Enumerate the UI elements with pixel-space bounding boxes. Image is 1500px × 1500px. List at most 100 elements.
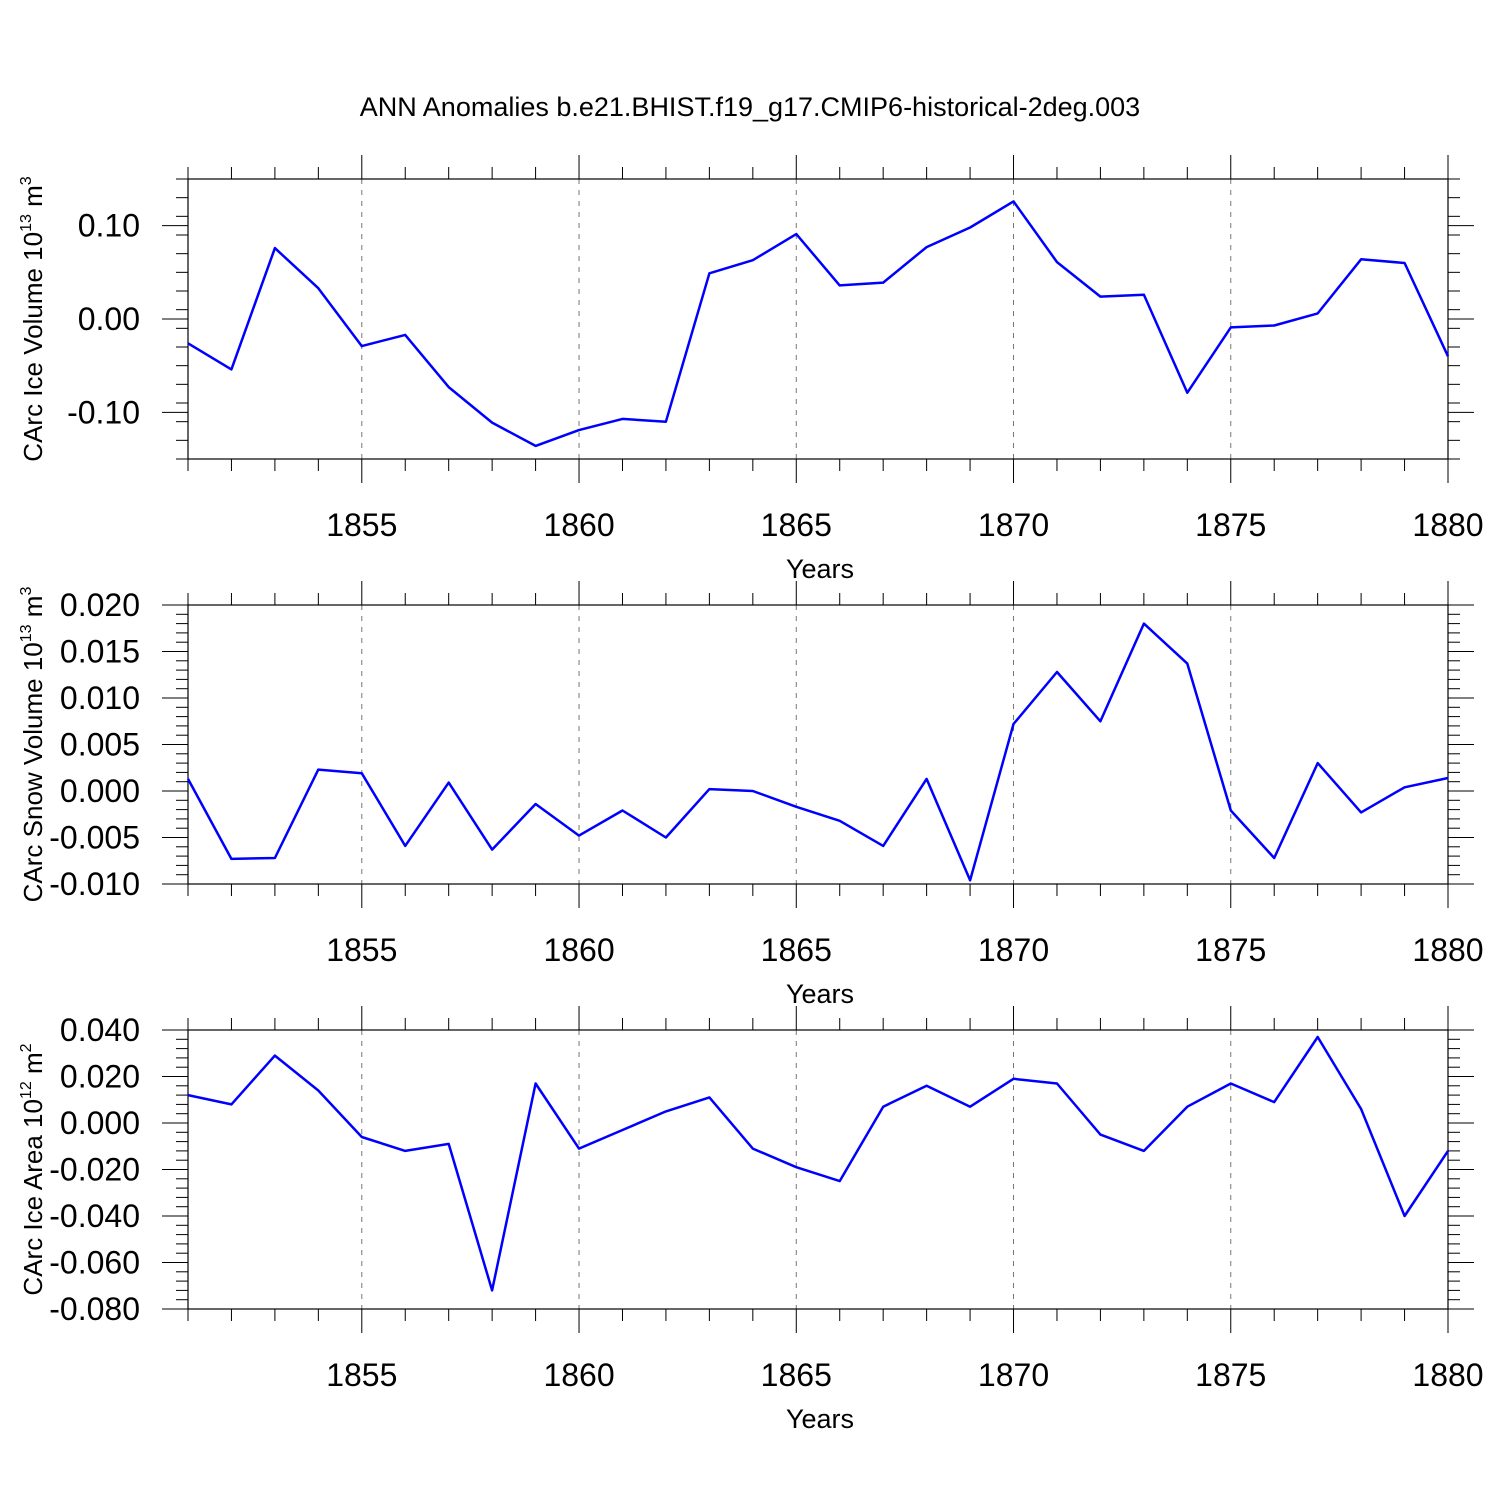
data-point (186, 777, 190, 781)
x-tick-label: 1875 (1195, 507, 1266, 543)
data-point (1316, 311, 1320, 315)
data-point (1012, 199, 1016, 203)
plot-frame (187, 1029, 1449, 1310)
data-point (620, 809, 624, 813)
data-point (1272, 1100, 1276, 1104)
data-point (316, 768, 320, 772)
y-axis-title: CArc Ice Volume 1013 m3 (18, 176, 48, 461)
data-point (1185, 1105, 1189, 1109)
data-point (1055, 1081, 1059, 1085)
y-tick-label: -0.005 (49, 820, 140, 856)
x-axis-title: Years (786, 979, 854, 1009)
data-point (1403, 261, 1407, 265)
data-point (1185, 391, 1189, 395)
data-point (1142, 622, 1146, 626)
data-point (1229, 1081, 1233, 1085)
x-tick-label: 1855 (326, 1357, 397, 1393)
data-point (1185, 662, 1189, 666)
data-point (620, 1128, 624, 1132)
data-point (534, 1081, 538, 1085)
data-point (838, 1179, 842, 1183)
data-point (1142, 293, 1146, 297)
data-point (403, 844, 407, 848)
data-point (1359, 810, 1363, 814)
data-point (968, 1105, 972, 1109)
data-point (447, 1142, 451, 1146)
data-point (794, 805, 798, 809)
data-point (751, 258, 755, 262)
data-point (664, 1109, 668, 1113)
data-point (186, 341, 190, 345)
x-tick-label: 1870 (978, 932, 1049, 968)
data-point (707, 787, 711, 791)
data-point (447, 385, 451, 389)
data-point (273, 1054, 277, 1058)
data-point (1316, 1035, 1320, 1039)
y-tick-label: 0.020 (60, 1059, 140, 1095)
x-tick-label: 1880 (1412, 507, 1483, 543)
x-axis-title: Years (786, 554, 854, 584)
y-tick-label: 0.015 (60, 634, 140, 670)
data-point (751, 789, 755, 793)
data-point (1316, 761, 1320, 765)
x-tick-label: 1880 (1412, 932, 1483, 968)
x-tick-label: 1865 (761, 932, 832, 968)
panel-ice-area: -0.080 -0.060 -0.040 -0.020 0.000 0.020 0.040 1… (18, 1006, 1484, 1434)
data-point (664, 420, 668, 424)
y-tick-label: 0.005 (60, 727, 140, 763)
data-point (794, 1165, 798, 1169)
data-point (273, 246, 277, 250)
data-point (360, 344, 364, 348)
y-tick-label: 0.000 (60, 773, 140, 809)
x-tick-label: 1875 (1195, 1357, 1266, 1393)
data-point (1055, 670, 1059, 674)
x-tick-label: 1870 (978, 507, 1049, 543)
x-tick-label: 1855 (326, 507, 397, 543)
x-tick-label: 1860 (543, 1357, 614, 1393)
y-axis-title: CArc Ice Area 1012 m2 (18, 1043, 48, 1295)
data-point (1142, 1149, 1146, 1153)
data-point (925, 777, 929, 781)
data-point (403, 1149, 407, 1153)
x-tick-label: 1870 (978, 1357, 1049, 1393)
data-point (1359, 1107, 1363, 1111)
data-point (1446, 1149, 1450, 1153)
y-tick-label: 0.020 (60, 587, 140, 623)
x-tick-label: 1860 (543, 932, 614, 968)
data-point (1272, 856, 1276, 860)
x-tick-label: 1865 (761, 507, 832, 543)
data-point (1403, 785, 1407, 789)
data-point (577, 1147, 581, 1151)
y-tick-label: 0.000 (60, 1105, 140, 1141)
data-point (534, 444, 538, 448)
data-point (881, 1105, 885, 1109)
data-point (925, 245, 929, 249)
x-tick-label: 1855 (326, 932, 397, 968)
data-point (707, 271, 711, 275)
data-point (229, 857, 233, 861)
x-tick-label: 1860 (543, 507, 614, 543)
panel-snow-volume: -0.010 -0.005 0.000 0.005 0.010 0.015 0.020 185… (18, 581, 1484, 1009)
data-point (534, 802, 538, 806)
series-line-ice-area (187, 1035, 1450, 1292)
data-point (316, 1088, 320, 1092)
data-point (490, 1288, 494, 1292)
y-tick-label: 0.040 (60, 1012, 140, 1048)
data-point (664, 836, 668, 840)
data-point (490, 421, 494, 425)
figure-title: ANN Anomalies b.e21.BHIST.f19_g17.CMIP6-… (360, 92, 1140, 122)
data-point (1446, 776, 1450, 780)
data-point (1098, 295, 1102, 299)
data-point (838, 819, 842, 823)
y-tick-label: -0.020 (49, 1152, 140, 1188)
data-point (186, 1093, 190, 1097)
data-point (273, 856, 277, 860)
data-point (229, 367, 233, 371)
series-line-ice-volume (187, 200, 1450, 448)
data-point (1055, 260, 1059, 264)
data-point (360, 771, 364, 775)
data-point (620, 417, 624, 421)
y-tick-label: 0.00 (78, 301, 140, 337)
data-point (707, 1095, 711, 1099)
data-point (1012, 1077, 1016, 1081)
